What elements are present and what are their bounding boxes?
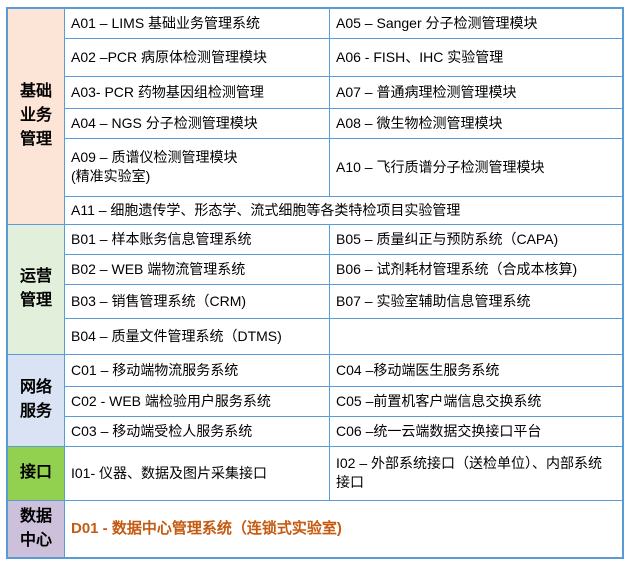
module-cell: B07 – 实验室辅助信息管理系统 — [329, 283, 624, 319]
module-cell: A09 – 质谱仪检测管理模块 (精准实验室) — [64, 137, 330, 197]
module-cell: C02 - WEB 端检验用户服务系统 — [64, 385, 330, 417]
module-cell: C06 –统一云端数据交换接口平台 — [329, 415, 624, 447]
module-cell: C01 – 移动端物流服务系统 — [64, 353, 330, 387]
table-row: A09 – 质谱仪检测管理模块 (精准实验室) A10 – 飞行质谱分子检测管理模块 — [7, 137, 624, 197]
section-label: 运营管理 — [6, 223, 65, 355]
table-row: A03- PCR 药物基因组检测管理 A07 – 普通病理检测管理模块 — [7, 75, 624, 109]
section-label: 基础业务管理 — [6, 7, 65, 225]
module-cell: A05 – Sanger 分子检测管理模块 — [329, 7, 624, 39]
module-cell: A04 – NGS 分子检测管理模块 — [64, 107, 330, 139]
section-label: 网络服务 — [6, 353, 65, 447]
table-row: 基础业务管理 A01 – LIMS 基础业务管理系统 A05 – Sanger 分子… — [6, 7, 624, 225]
module-cell: A11 – 细胞遗传学、形态学、流式细胞等各类特检项目实验管理 — [64, 195, 624, 225]
module-cell: A08 – 微生物检测管理模块 — [329, 107, 624, 139]
module-cell — [329, 317, 624, 355]
module-cell: A10 – 飞行质谱分子检测管理模块 — [329, 137, 624, 197]
table-row: B03 – 销售管理系统（CRM) B07 – 实验室辅助信息管理系统 — [7, 283, 624, 319]
module-cell: A03- PCR 药物基因组检测管理 — [64, 75, 330, 109]
module-cell: B02 – WEB 端物流管理系统 — [64, 253, 330, 285]
module-table: 基础业务管理 A01 – LIMS 基础业务管理系统 A05 – Sanger 分子… — [6, 7, 624, 559]
module-cell: B03 – 销售管理系统（CRM) — [64, 283, 330, 319]
module-cell: C03 – 移动端受检人服务系统 — [64, 415, 330, 447]
module-cell: B06 – 试剂耗材管理系统（合成本核算) — [329, 253, 624, 285]
table-row: 接口 I01- 仪器、数据及图片采集接口 I02 – 外部系统接口（送检单位）、内部… — [6, 445, 624, 501]
section-label: 数据中心 — [6, 499, 65, 559]
module-cell: A06 - FISH、IHC 实验管理 — [329, 37, 624, 77]
module-cell: A02 –PCR 病原体检测管理模块 — [64, 37, 330, 77]
table-row: B02 – WEB 端物流管理系统 B06 – 试剂耗材管理系统（合成本核算) — [7, 253, 624, 285]
module-cell: C05 –前置机客户端信息交换系统 — [329, 385, 624, 417]
table-row: A04 – NGS 分子检测管理模块 A08 – 微生物检测管理模块 — [7, 107, 624, 139]
table-row: A02 –PCR 病原体检测管理模块 A06 - FISH、IHC 实验管理 — [7, 37, 624, 77]
table-row: A11 – 细胞遗传学、形态学、流式细胞等各类特检项目实验管理 — [7, 195, 624, 225]
cell-line: (精准实验室) — [71, 168, 151, 184]
cell-line: A09 – 质谱仪检测管理模块 — [71, 149, 238, 165]
module-cell: I02 – 外部系统接口（送检单位）、内部系统接口 — [329, 445, 624, 501]
table-row: 运营管理 B01 – 样本账务信息管理系统 B05 – 质量纠正与预防系统（CAPA… — [6, 223, 624, 355]
module-cell: A01 – LIMS 基础业务管理系统 — [64, 7, 330, 39]
table-row: C02 - WEB 端检验用户服务系统 C05 –前置机客户端信息交换系统 — [7, 385, 624, 417]
module-cell: A07 – 普通病理检测管理模块 — [329, 75, 624, 109]
module-cell: D01 - 数据中心管理系统（连锁式实验室) — [64, 499, 624, 559]
module-cell: I01- 仪器、数据及图片采集接口 — [64, 445, 330, 501]
module-cell: B01 – 样本账务信息管理系统 — [64, 223, 330, 255]
section-label: 接口 — [6, 445, 65, 501]
table-row: C03 – 移动端受检人服务系统 C06 –统一云端数据交换接口平台 — [7, 415, 624, 447]
module-cell: B05 – 质量纠正与预防系统（CAPA) — [329, 223, 624, 255]
module-cell: C04 –移动端医生服务系统 — [329, 353, 624, 387]
table-row: B04 – 质量文件管理系统（DTMS) — [7, 317, 624, 355]
module-cell: B04 – 质量文件管理系统（DTMS) — [64, 317, 330, 355]
table-row: 数据中心 D01 - 数据中心管理系统（连锁式实验室) — [6, 499, 624, 559]
table-row: 网络服务 C01 – 移动端物流服务系统 C04 –移动端医生服务系统 — [6, 353, 624, 447]
